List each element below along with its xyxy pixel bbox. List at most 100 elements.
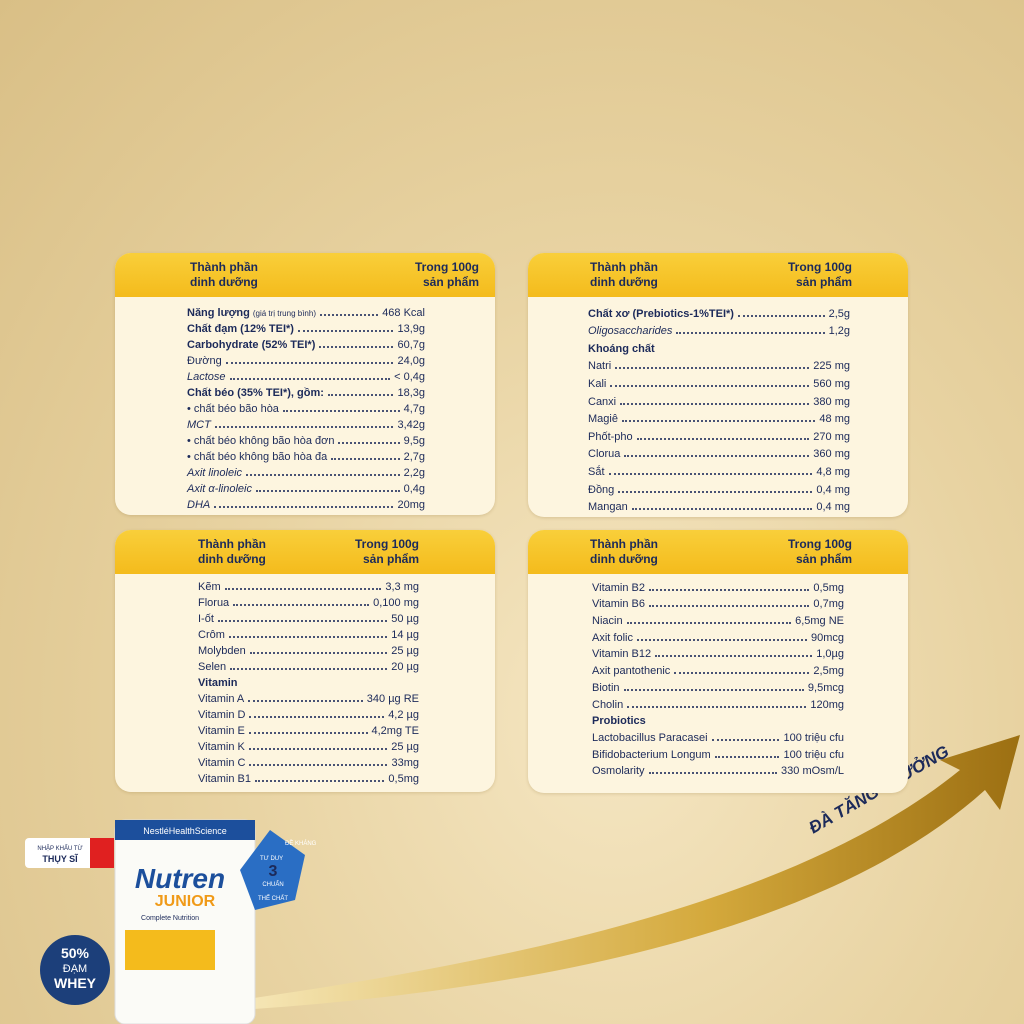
header-col: Thành phần dinh dưỡng [590,260,658,290]
leader [648,772,778,775]
row: Oligosaccharides 1,2g [588,320,850,338]
row-label: Carbohydrate (52% TEI*) [187,339,316,351]
header-text: dinh dưỡng [590,552,658,566]
row-note: (giá trị trung bình) [252,309,316,318]
panel: Thành phần dinh dưỡng Trong 100g sản phẩm Vi… [528,530,908,793]
row-value: 6,5mg NE [795,615,844,628]
row: Lactobacillus Paracasei 100 triệu cfu [592,727,844,744]
row: DHA 20mg [187,495,425,511]
header-text: sản phẩm [795,552,852,566]
row-label: Đồng [588,483,615,496]
row-value: 468 Kcal [382,307,425,319]
row-value: 2,5mg [813,665,844,678]
row-label: Florua [198,597,230,609]
row-label: Lactobacillus Paracasei [592,731,708,744]
row-value: 48 mg [819,413,850,426]
row: Vitamin B12 1,0µg [592,644,844,661]
row-label: Sắt [588,465,605,478]
row-value: 4,2mg TE [371,725,420,737]
row-label: Niacin [592,615,623,628]
row-label: Axit pantothenic [592,665,671,678]
badge: CHUẨN [262,881,283,888]
row: Chất béo (35% TEI*), gồm: 18,3g [187,383,425,399]
row-value: 225 mg [813,360,850,373]
row-value: 4,7g [403,403,425,415]
row-label: DHA [187,499,211,511]
row: Phốt-pho 270 mg [588,425,850,443]
leader [649,605,810,608]
leader [331,458,400,460]
row: Probiotics [592,711,844,727]
row: Niacin 6,5mg NE [592,610,844,627]
panel: Thành phần dinh dưỡng Trong 100g sản phẩm Nă… [115,253,495,515]
row-value: 0,100 mg [373,597,419,609]
row-label: Bifidobacterium Longum [592,748,711,761]
leader [636,437,810,440]
leader [338,442,400,444]
row-label: I-ốt [198,613,214,625]
row: Vitamin E 4,2mg TE [198,721,419,737]
panel-header: Thành phần dinh dưỡng Trong 100g sản phẩm [528,530,908,574]
leader [228,636,388,638]
leader [255,780,385,782]
leader [249,716,385,718]
leader [631,508,813,511]
row-value: 24,0g [397,355,425,367]
whey: WHEY [54,975,97,991]
row-value: 14 µg [391,629,419,641]
header-text: dinh dưỡng [590,275,658,289]
header-col: Thành phần dinh dưỡng [590,537,658,567]
row-label: Vitamin D [198,709,246,721]
row: Axit α-linoleic 0,4g [187,479,425,495]
rows: Kẽm 3,3 mg Florua 0,100 mg I-ốt 50 µg Crôm 14 µ… [198,577,419,785]
row: Đồng 0,4 mg [588,478,850,496]
row-value: 25 µg [391,645,419,657]
row-label: Axit linoleic [187,467,243,479]
row-label: Axit folic [592,631,633,644]
row: Khoáng chất [588,337,850,355]
row: Vitamin B1 0,5mg [198,769,419,785]
row-label: Năng lượng (giá trị trung bình) [187,307,316,319]
header-text: Trong 100g [787,260,852,274]
row-value: 3,42g [397,419,425,431]
row: Magiê 48 mg [588,408,850,426]
leader [655,655,813,658]
section-heading: Khoáng chất [588,342,655,355]
row-label: Oligosaccharides [588,325,673,338]
row: Axit folic 90mcg [592,627,844,644]
row-label: Natri [588,360,612,373]
row: Osmolarity 330 mOsm/L [592,761,844,777]
leader [624,455,810,458]
row-value: 0,5mg [813,581,844,594]
row-value: 0,4 mg [816,501,850,514]
row: Biotin 9,5mcg [592,677,844,694]
row-value: 4,2 µg [388,709,419,721]
row-label: Vitamin B12 [592,648,652,661]
row-value: 9,5g [403,435,425,447]
header-text: Trong 100g [414,260,479,274]
row: • chất béo bão hòa 4,7g [187,399,425,415]
leader [246,474,400,476]
row: Lactose < 0,4g [187,367,425,383]
row-label: Vitamin B6 [592,598,645,611]
row-value: 340 µg RE [366,693,419,705]
leader [714,755,780,758]
leader [319,346,394,348]
header-col: Trong 100g sản phẩm [788,537,852,567]
leader [627,705,807,708]
panel: Thành phần dinh dưỡng Trong 100g sản phẩm Kẽ… [115,530,495,792]
header-text: sản phẩm [795,275,852,289]
row: Bifidobacterium Longum 100 triệu cfu [592,744,844,761]
row: Vitamin B6 0,7mg [592,594,844,611]
leader [282,410,400,412]
row-label: Vitamin E [198,725,245,737]
row: Vitamin C 33mg [198,753,419,769]
section-heading: Vitamin [198,677,238,689]
leader [618,490,813,493]
row: Florua 0,100 mg [198,593,419,609]
row-label: Canxi [588,395,617,408]
row-label: Kẽm [198,581,221,593]
leader [615,367,810,370]
row-value: 380 mg [813,395,850,408]
row-label: Kali [588,377,607,390]
